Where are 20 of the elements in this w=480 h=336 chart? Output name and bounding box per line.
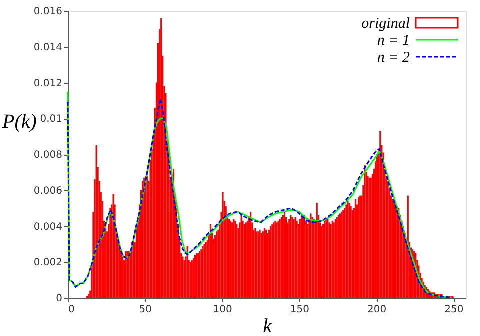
y-tick-label: 0.01 — [40, 114, 62, 126]
y-tick-label: 0.006 — [34, 186, 62, 197]
x-tick-label: 250 — [444, 304, 464, 316]
y-tick-label: 0.012 — [34, 78, 62, 90]
x-tick-label: 100 — [213, 304, 232, 316]
x-tick-label: 50 — [139, 304, 152, 316]
y-axis-title: P(k) — [2, 111, 38, 134]
y-tick-label: 0.002 — [34, 258, 62, 269]
y-tick-label: 0.014 — [34, 42, 62, 54]
y-tick-label: 0 — [56, 294, 62, 304]
y-tick-label: 0.004 — [34, 222, 62, 233]
legend-label: n = 1 — [377, 33, 410, 49]
y-tick-label: 0.008 — [34, 150, 62, 161]
legend-label: original — [362, 16, 410, 32]
x-tick-label: 150 — [290, 304, 310, 316]
y-tick-label: 0.016 — [34, 6, 62, 18]
x-tick-label: 200 — [367, 304, 387, 316]
legend-label: n = 2 — [377, 50, 410, 66]
x-axis-title: k — [263, 316, 274, 336]
x-tick-label: 0 — [68, 304, 75, 316]
